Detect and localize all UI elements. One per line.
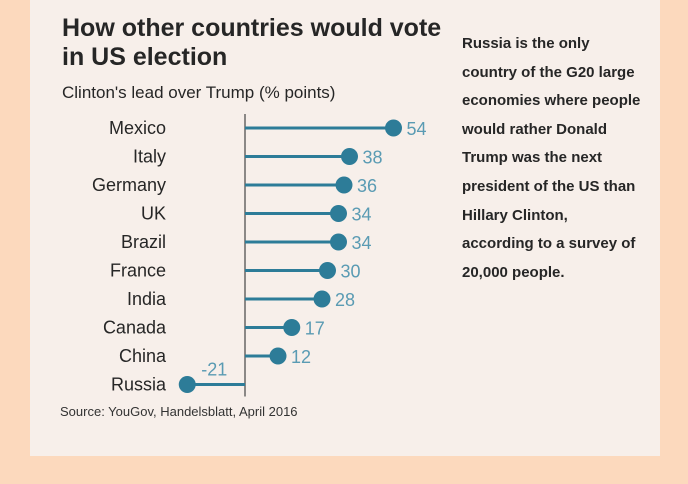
value-dot — [269, 347, 287, 365]
data-label: 30 — [341, 262, 361, 282]
value-dot — [319, 262, 336, 279]
data-label: 38 — [363, 148, 383, 168]
data-label: 12 — [291, 347, 311, 367]
chart-card: How other countries would vote in US ele… — [30, 0, 660, 456]
category-label: Germany — [92, 175, 166, 195]
data-label: 54 — [407, 119, 427, 139]
chart-title: How other countries would vote in US ele… — [62, 14, 442, 71]
chart-source: Source: YouGov, Handelsblatt, April 2016 — [60, 404, 298, 419]
data-label: -21 — [201, 360, 227, 380]
value-dot — [335, 176, 353, 194]
value-dot — [341, 148, 358, 165]
category-label: India — [127, 289, 167, 309]
chart-annotation: Russia is the only country of the G20 la… — [462, 35, 641, 281]
data-label: 34 — [352, 233, 372, 253]
value-dot — [283, 319, 301, 336]
data-label: 36 — [357, 176, 377, 196]
data-label: 34 — [352, 205, 372, 225]
value-dot — [385, 119, 402, 137]
data-label: 28 — [335, 290, 355, 310]
data-label: 17 — [305, 319, 325, 339]
category-label: Mexico — [109, 118, 166, 138]
category-label: Canada — [103, 318, 167, 338]
category-label: China — [119, 346, 167, 366]
value-dot — [313, 290, 331, 308]
category-label: France — [110, 261, 166, 281]
category-label: UK — [141, 204, 166, 224]
category-label: Italy — [133, 147, 166, 167]
category-label: Russia — [111, 375, 167, 395]
lollipop-chart: Mexico 54 Italy 38 Germany 36 UK 34 Brazil 34 Fran… — [92, 114, 427, 397]
category-label: Brazil — [121, 232, 166, 252]
value-dot — [178, 376, 196, 393]
value-dot — [330, 205, 347, 222]
value-dot — [330, 233, 347, 251]
chart-subtitle: Clinton's lead over Trump (% points) — [62, 83, 336, 102]
